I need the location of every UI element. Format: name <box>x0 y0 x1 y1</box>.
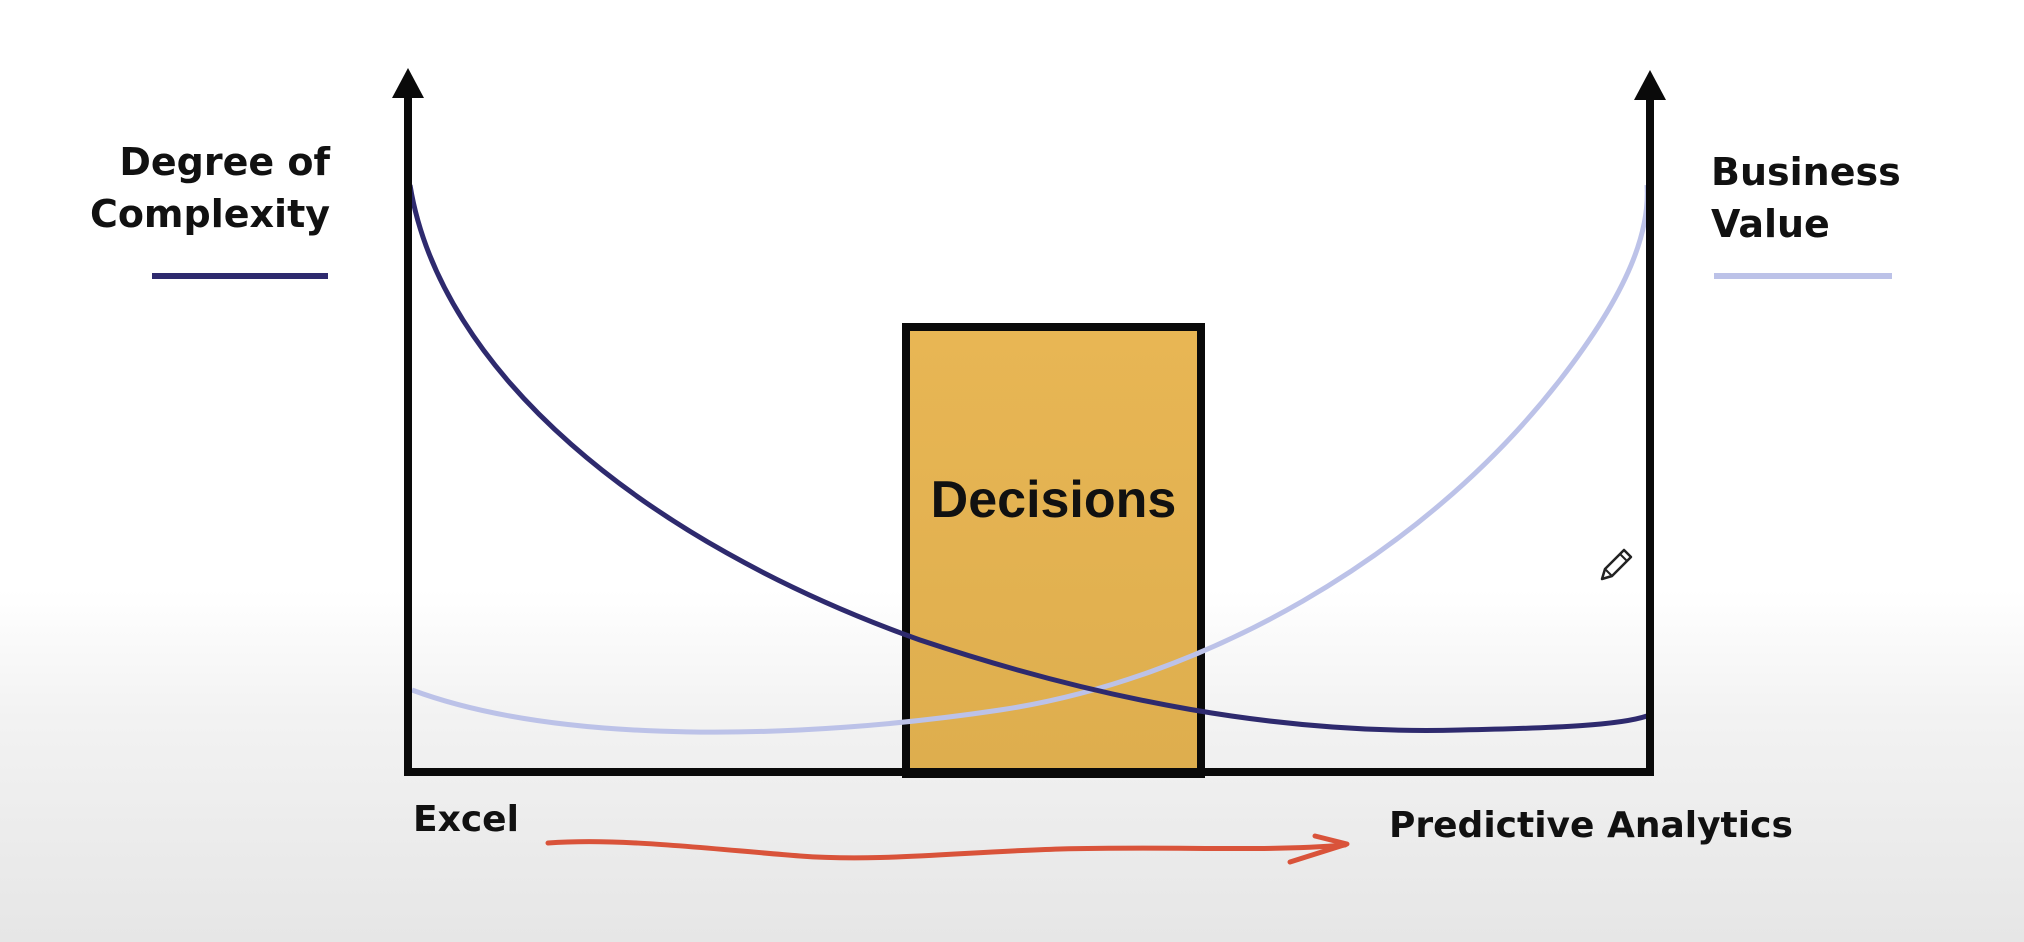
right-axis-label-line2: Value <box>1711 202 1830 246</box>
pencil-icon <box>1600 548 1633 581</box>
progress-arrow <box>545 839 1348 861</box>
complexity-curve <box>407 184 1648 733</box>
progress-arrowhead <box>1287 833 1350 865</box>
right-axis-label: Business Value <box>1711 146 1971 250</box>
left-axis-label-line1: Degree of <box>119 140 330 184</box>
x-axis-end-label: Predictive Analytics <box>1389 805 1793 846</box>
left-axis-arrowhead <box>392 68 424 98</box>
decisions-label: Decisions <box>930 471 1177 529</box>
complexity-legend-line <box>152 273 328 279</box>
x-axis-start-label: Excel <box>413 799 519 840</box>
left-axis-label: Degree of Complexity <box>40 136 330 240</box>
right-axis-label-line1: Business <box>1711 150 1901 194</box>
right-axis-arrowhead <box>1634 70 1666 100</box>
decisions-box <box>902 323 1205 778</box>
business-value-legend-line <box>1714 273 1892 279</box>
left-axis-label-line2: Complexity <box>89 192 330 236</box>
business-value-curve <box>411 184 1650 735</box>
